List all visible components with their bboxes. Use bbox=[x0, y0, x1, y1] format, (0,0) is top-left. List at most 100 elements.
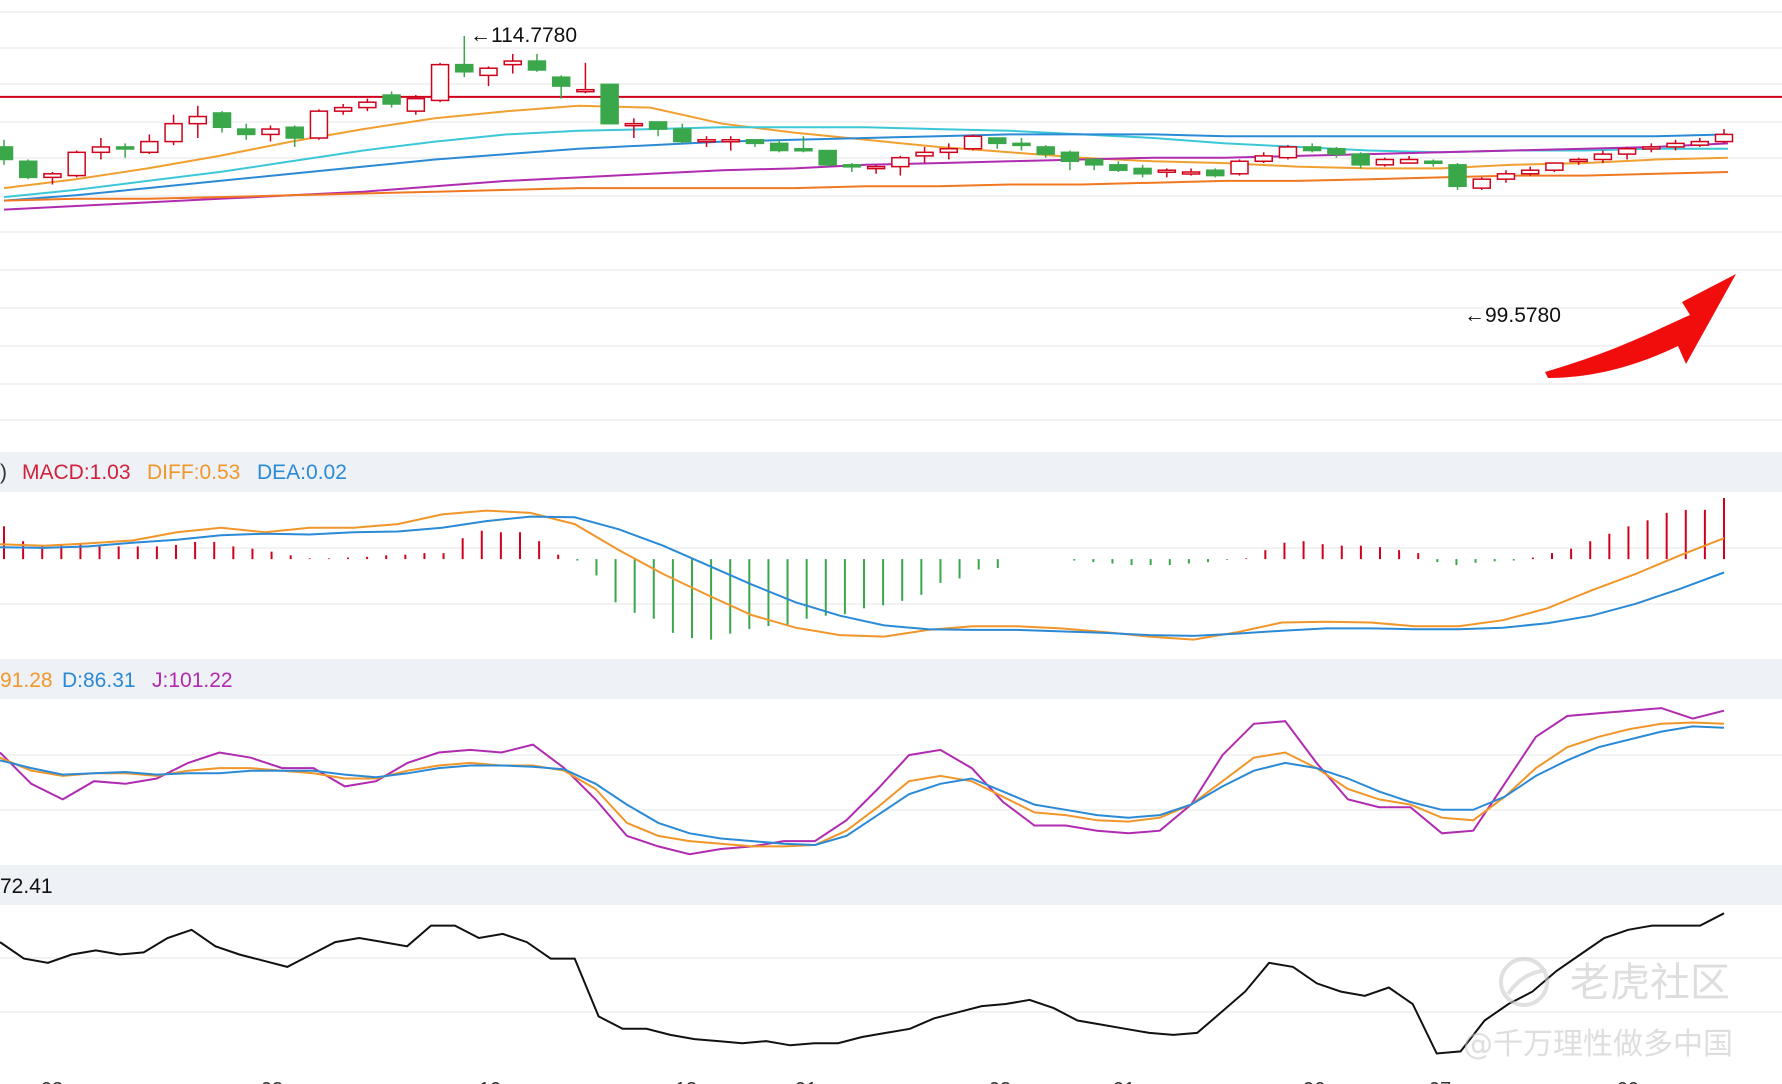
candle-down bbox=[1351, 153, 1370, 166]
dea-line bbox=[0, 515, 1725, 637]
watermark-author: @千万理性做多中国 bbox=[1463, 1027, 1733, 1062]
candle-up bbox=[1520, 169, 1540, 175]
candle-down bbox=[1327, 147, 1346, 155]
candle-up bbox=[188, 115, 208, 125]
x-axis-label: 03 bbox=[41, 1079, 63, 1084]
d-line bbox=[0, 725, 1725, 847]
macd-value-label: MACD:1.03 bbox=[22, 461, 131, 484]
red-arrow-icon bbox=[1545, 274, 1736, 378]
x-axis-label: 06 bbox=[1303, 1079, 1325, 1084]
price-panel bbox=[0, 36, 1782, 211]
ma_blue-line bbox=[3, 133, 1729, 202]
candle-up bbox=[309, 110, 329, 139]
x-axis-label: 13 bbox=[675, 1079, 697, 1084]
candle-down bbox=[1060, 151, 1080, 163]
low-price-annotation: ←99.5780 bbox=[1464, 304, 1561, 327]
candle-down bbox=[18, 160, 38, 179]
candle-up bbox=[430, 63, 450, 102]
candle-up bbox=[963, 135, 983, 150]
candle-up bbox=[479, 67, 498, 77]
candle-up bbox=[1496, 173, 1516, 180]
x-axis-label: 01 bbox=[795, 1079, 817, 1084]
candle-up bbox=[406, 97, 426, 112]
x-axis-labels: 03 03 10 13 01 03 01 06 07 09 bbox=[41, 1079, 1639, 1084]
candle-down bbox=[1424, 160, 1443, 165]
candle-down bbox=[1206, 169, 1225, 177]
candle-up bbox=[333, 106, 353, 112]
candle-down bbox=[769, 142, 789, 152]
candle-up bbox=[43, 173, 62, 179]
candle-down bbox=[212, 112, 232, 129]
candle-up bbox=[1545, 162, 1564, 171]
d-value-label: D:86.31 bbox=[62, 669, 136, 692]
high-price-annotation: ←114.7780 bbox=[470, 24, 577, 47]
diff-line bbox=[0, 509, 1725, 641]
candle-up bbox=[1254, 155, 1273, 163]
candle-up bbox=[1230, 160, 1249, 175]
candle-up bbox=[915, 151, 934, 157]
x-axis-label: 10 bbox=[479, 1079, 501, 1084]
j-line bbox=[0, 707, 1725, 856]
candle-up bbox=[1714, 133, 1734, 143]
candle-up bbox=[1690, 140, 1710, 146]
candle-up bbox=[91, 146, 111, 154]
candle-up bbox=[1472, 178, 1491, 189]
candle-down bbox=[1448, 164, 1467, 188]
candle-up bbox=[1593, 153, 1613, 161]
candle-up bbox=[1617, 147, 1637, 155]
candle-down bbox=[527, 60, 547, 71]
gridlines bbox=[0, 11, 1782, 1013]
oscillator-line bbox=[0, 912, 1725, 1055]
candle-down bbox=[1133, 167, 1152, 175]
candle-up bbox=[1399, 158, 1419, 164]
ma_short-line bbox=[3, 104, 1729, 190]
x-axis-label: 03 bbox=[989, 1079, 1011, 1084]
candle-up bbox=[576, 88, 595, 93]
candle-up bbox=[1642, 146, 1661, 150]
candle-up bbox=[164, 122, 183, 143]
candle-down bbox=[1012, 142, 1031, 147]
candle-up bbox=[1278, 146, 1298, 159]
candle-down bbox=[551, 76, 571, 87]
candle-down bbox=[648, 121, 668, 130]
brand-logo-icon bbox=[1499, 957, 1549, 1007]
watermark-brand: 老虎社区 bbox=[1570, 960, 1730, 1006]
k-line bbox=[0, 721, 1725, 848]
candle-down bbox=[794, 147, 813, 152]
watermark: 老虎社区 @千万理性做多中国 bbox=[1463, 957, 1733, 1062]
candle-down bbox=[1109, 164, 1128, 171]
candle-down bbox=[237, 128, 256, 136]
osc-header-band bbox=[0, 865, 1782, 905]
candle-up bbox=[1157, 169, 1177, 173]
kdj-panel bbox=[0, 707, 1725, 856]
candle-up bbox=[891, 156, 910, 168]
candle-down bbox=[673, 128, 692, 143]
candle-down bbox=[285, 126, 304, 139]
candle-down bbox=[600, 83, 619, 125]
candle-down bbox=[115, 146, 135, 150]
candle-up bbox=[866, 165, 886, 170]
candle-up bbox=[721, 139, 741, 143]
candle-up bbox=[67, 151, 86, 177]
candle-down bbox=[818, 149, 837, 166]
candle-up bbox=[697, 139, 716, 143]
candle-up bbox=[1569, 158, 1588, 163]
candle-down bbox=[0, 146, 14, 161]
k-value-label: 91.28 bbox=[0, 669, 53, 692]
x-axis-label: 01 bbox=[1113, 1079, 1135, 1084]
candle-down bbox=[382, 94, 401, 105]
candle-up bbox=[1375, 158, 1395, 166]
macd-header-fragment: ) bbox=[0, 461, 7, 484]
candle-down bbox=[987, 137, 1007, 145]
x-axis-label: 03 bbox=[261, 1079, 283, 1084]
j-value-label: J:101.22 bbox=[152, 669, 233, 692]
candle-down bbox=[745, 139, 765, 145]
candle-down bbox=[455, 63, 474, 73]
candle-up bbox=[140, 140, 159, 154]
candle-down bbox=[842, 164, 862, 168]
candle-up bbox=[358, 101, 377, 109]
macd-header-band bbox=[0, 452, 1782, 492]
diff-value-label: DIFF:0.53 bbox=[147, 461, 240, 484]
dea-value-label: DEA:0.02 bbox=[257, 461, 347, 484]
candle-up bbox=[939, 147, 959, 154]
